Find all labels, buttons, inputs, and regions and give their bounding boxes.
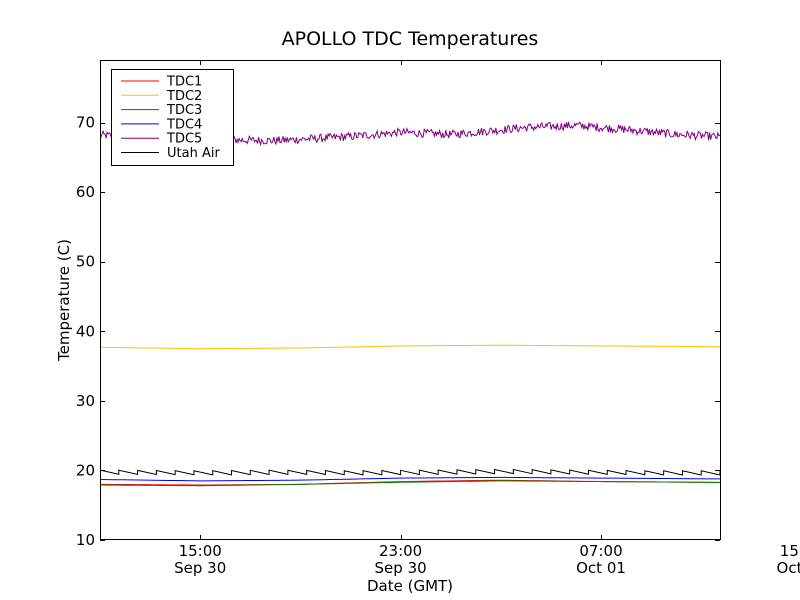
x-tick-date-label: Oct 01: [777, 559, 800, 577]
series-tdc3: [100, 480, 720, 487]
y-tick-label: 60: [76, 183, 95, 201]
legend-label: Utah Air: [167, 146, 220, 161]
y-tick-label: 50: [76, 253, 95, 271]
series-line: [100, 344, 720, 350]
series-tdc5: [100, 121, 720, 147]
legend-label: TDC2: [166, 89, 202, 104]
y-axis-label: Temperature (C): [55, 239, 73, 362]
y-tick-label: 10: [76, 531, 95, 549]
x-tick-time-label: 15:00: [780, 542, 800, 560]
x-tick-date-label: Sep 30: [174, 559, 226, 577]
x-axis-label: Date (GMT): [367, 577, 453, 595]
series-line: [100, 121, 720, 147]
series-tdc4: [100, 476, 720, 482]
series-line: [100, 468, 720, 476]
legend-box: [111, 69, 234, 166]
series-line: [100, 476, 720, 482]
x-tick-time-label: 15:00: [179, 542, 222, 560]
series-layer: [100, 121, 720, 487]
legend-label: TDC3: [166, 103, 202, 118]
series-line: [100, 480, 720, 487]
y-tick-label: 40: [76, 322, 95, 340]
chart-title: APOLLO TDC Temperatures: [282, 28, 539, 50]
series-tdc2: [100, 344, 720, 350]
y-tick-label: 30: [76, 392, 95, 410]
x-tick-date-label: Oct 01: [576, 559, 626, 577]
x-tick-time-label: 23:00: [379, 542, 422, 560]
legend-label: TDC4: [166, 117, 202, 132]
legend-label: TDC5: [166, 132, 202, 147]
y-tick-label: 20: [76, 461, 95, 479]
y-tick-label: 70: [76, 114, 95, 132]
plot-frame: [100, 60, 721, 540]
x-tick-time-label: 07:00: [579, 542, 622, 560]
legend-label: TDC1: [166, 75, 202, 90]
series-utah-air: [100, 468, 720, 476]
x-tick-date-label: Sep 30: [375, 559, 427, 577]
